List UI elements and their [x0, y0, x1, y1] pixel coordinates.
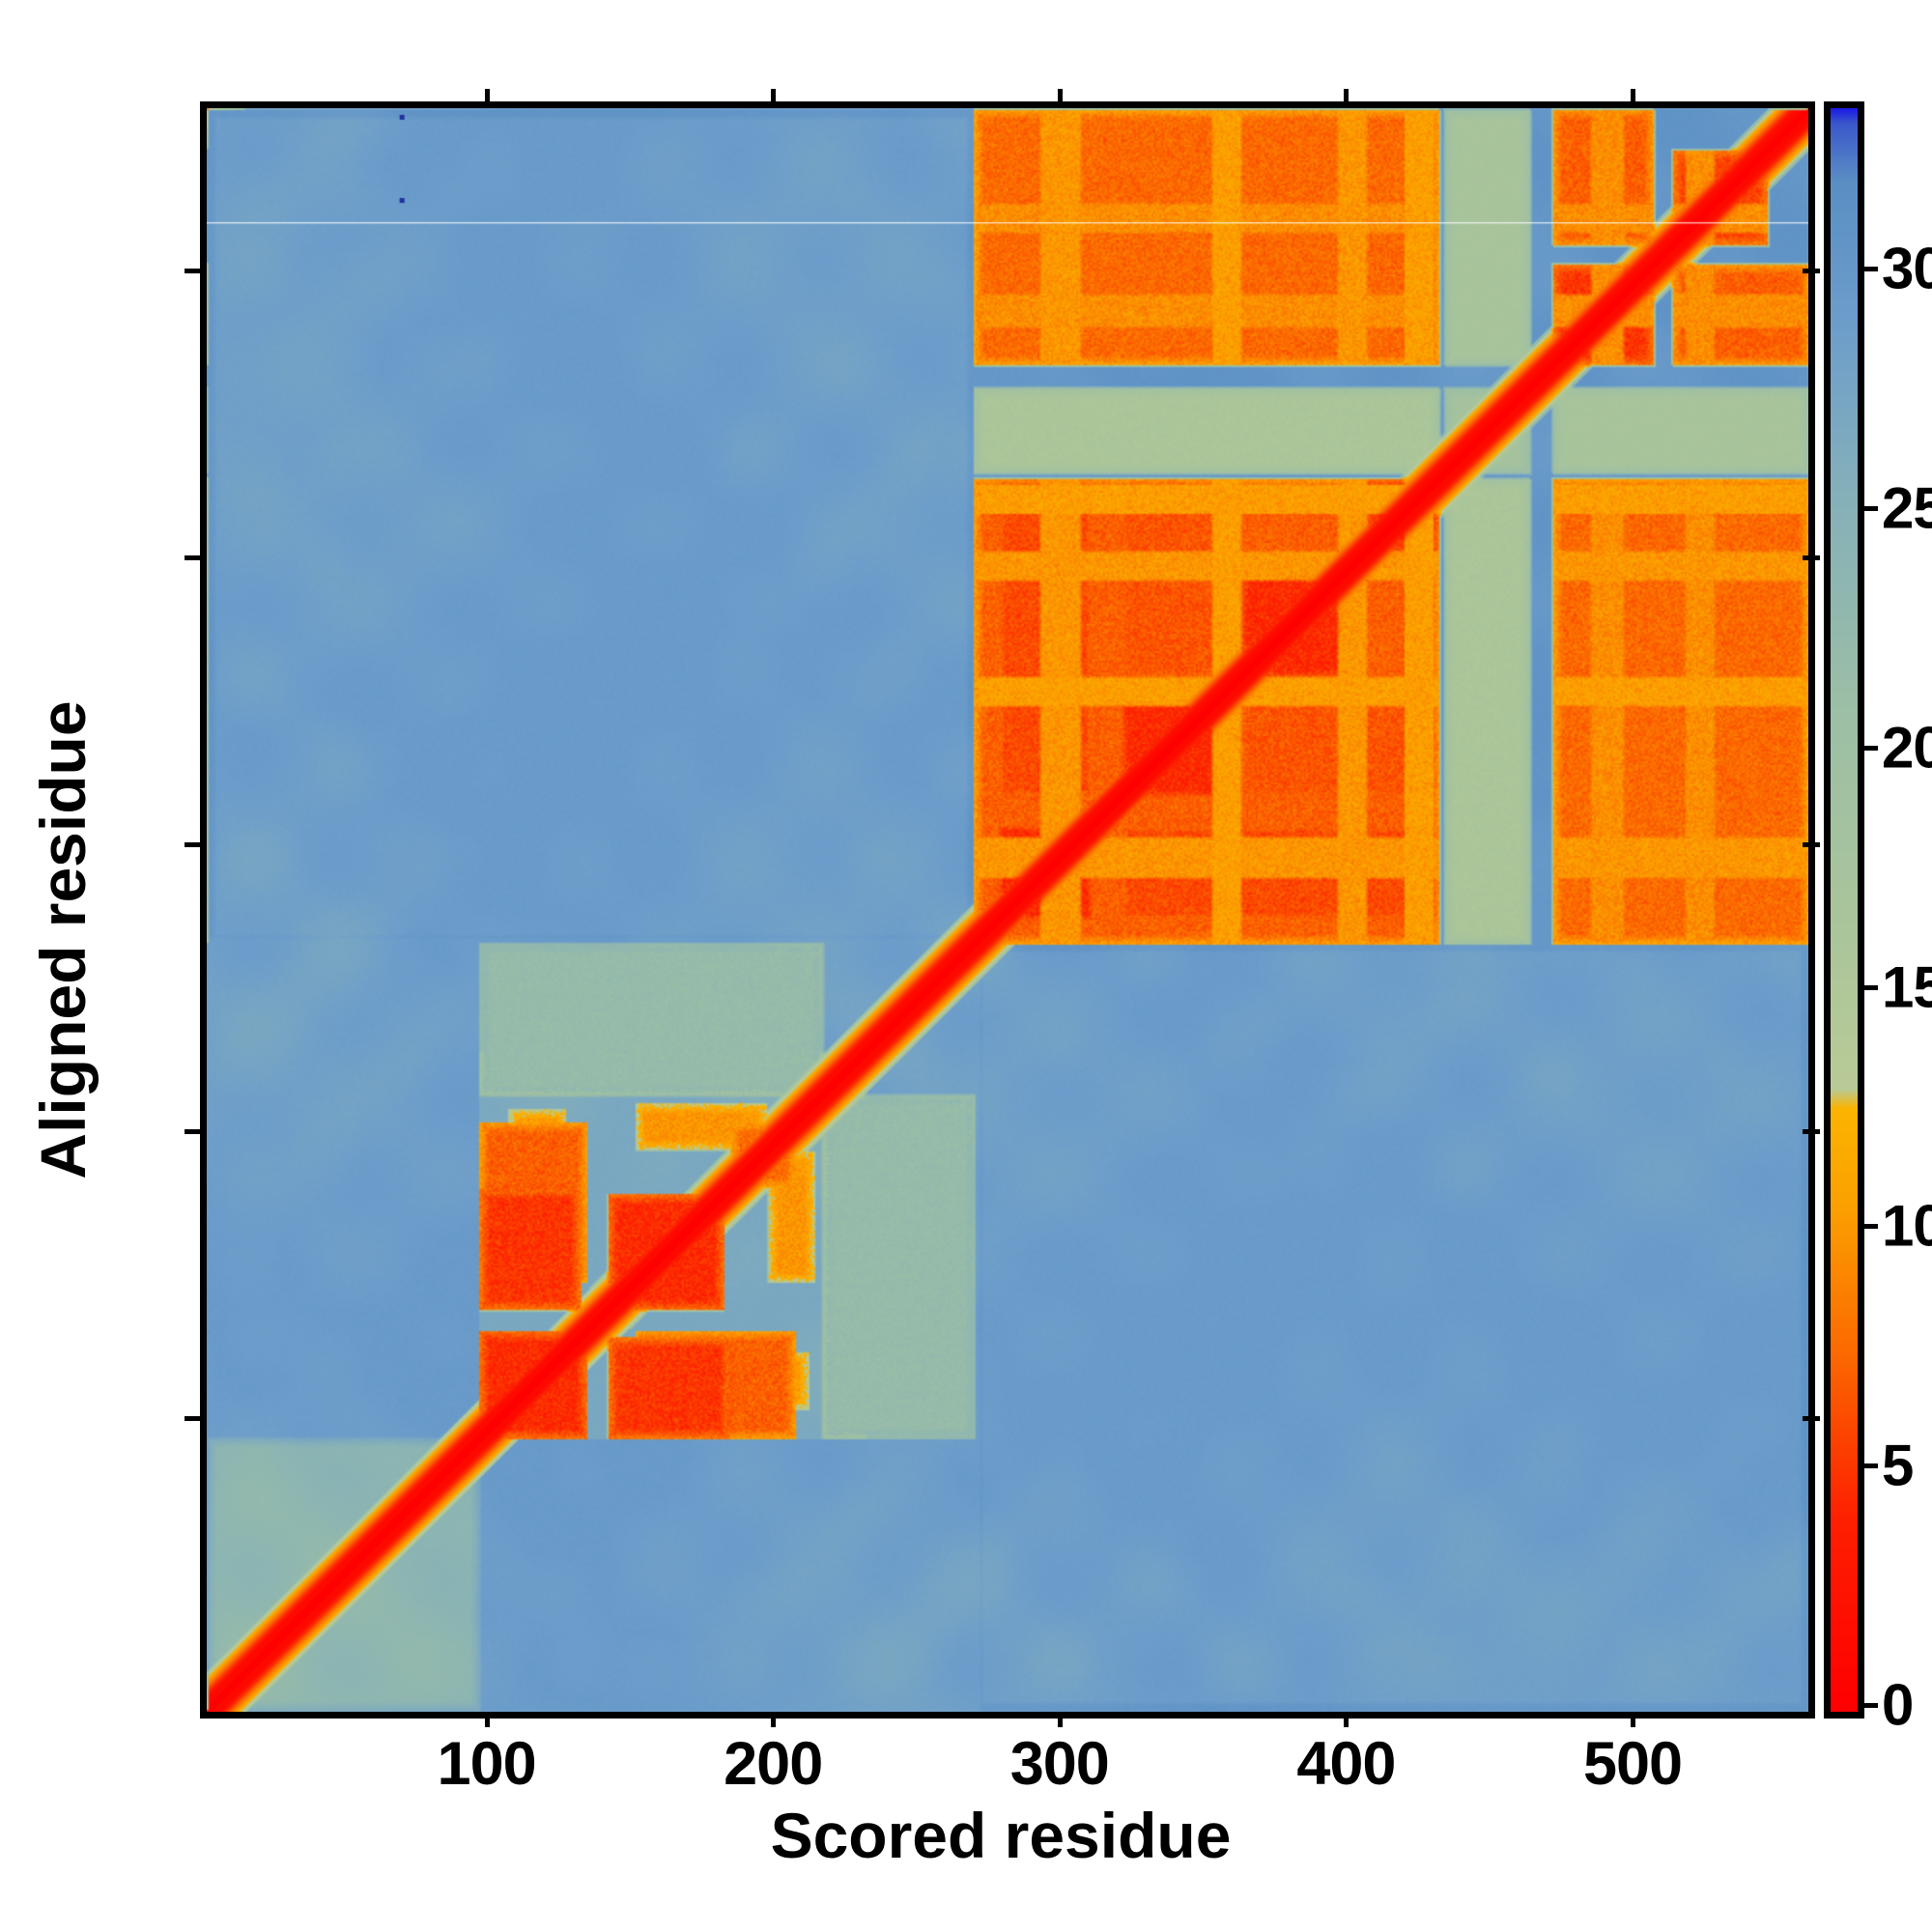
- y-tick-right-500: [1803, 269, 1820, 274]
- colorbar-tick-label-30: 30: [1882, 236, 1932, 301]
- y-tick-right-200: [1803, 1129, 1820, 1135]
- x-axis-title: Scored residue: [770, 1800, 1232, 1871]
- x-tick-top-500: [1631, 89, 1635, 106]
- x-tick-400: [1344, 1712, 1350, 1727]
- colorbar-tick-5: [1864, 1463, 1878, 1469]
- colorbar-tick-label-0: 0: [1882, 1672, 1914, 1738]
- y-tick-right-100: [1803, 1416, 1820, 1422]
- colorbar-tick-0: [1864, 1703, 1878, 1708]
- x-tick-top-200: [771, 89, 777, 106]
- y-tick-right-400: [1803, 555, 1820, 561]
- x-tick-label-300: 300: [1009, 1730, 1110, 1798]
- colorbar-tick-25: [1864, 506, 1878, 512]
- y-tick-500: [185, 269, 200, 274]
- y-tick-right-300: [1803, 842, 1820, 848]
- x-tick-top-100: [484, 89, 490, 106]
- colorbar-tick-10: [1864, 1224, 1878, 1230]
- y-tick-300: [185, 842, 200, 848]
- x-tick-label-100: 100: [437, 1730, 537, 1798]
- colorbar: [1824, 101, 1864, 1719]
- colorbar-tick-label-15: 15: [1882, 954, 1932, 1020]
- colorbar-tick-label-10: 10: [1882, 1193, 1932, 1259]
- heatmap-plot-area: [200, 101, 1815, 1719]
- x-tick-300: [1057, 1712, 1063, 1727]
- heatmap-canvas: [207, 108, 1808, 1712]
- colorbar-tick-label-20: 20: [1882, 715, 1932, 781]
- x-tick-200: [771, 1712, 777, 1727]
- colorbar-tick-30: [1864, 267, 1878, 272]
- y-tick-100: [185, 1416, 200, 1422]
- y-axis-title: Aligned residue: [27, 700, 99, 1179]
- x-tick-label-500: 500: [1582, 1730, 1683, 1798]
- x-tick-label-400: 400: [1296, 1730, 1396, 1798]
- colorbar-tick-label-25: 25: [1882, 475, 1932, 541]
- x-tick-500: [1631, 1712, 1635, 1727]
- y-tick-200: [185, 1129, 200, 1135]
- colorbar-tick-15: [1864, 984, 1878, 990]
- colorbar-tick-20: [1864, 745, 1878, 751]
- x-tick-label-200: 200: [724, 1730, 823, 1798]
- colorbar-tick-label-5: 5: [1882, 1433, 1914, 1498]
- x-tick-100: [484, 1712, 490, 1727]
- colorbar-gradient: [1831, 108, 1858, 1712]
- x-tick-top-300: [1057, 89, 1063, 106]
- x-tick-top-400: [1344, 89, 1350, 106]
- y-tick-400: [185, 555, 200, 561]
